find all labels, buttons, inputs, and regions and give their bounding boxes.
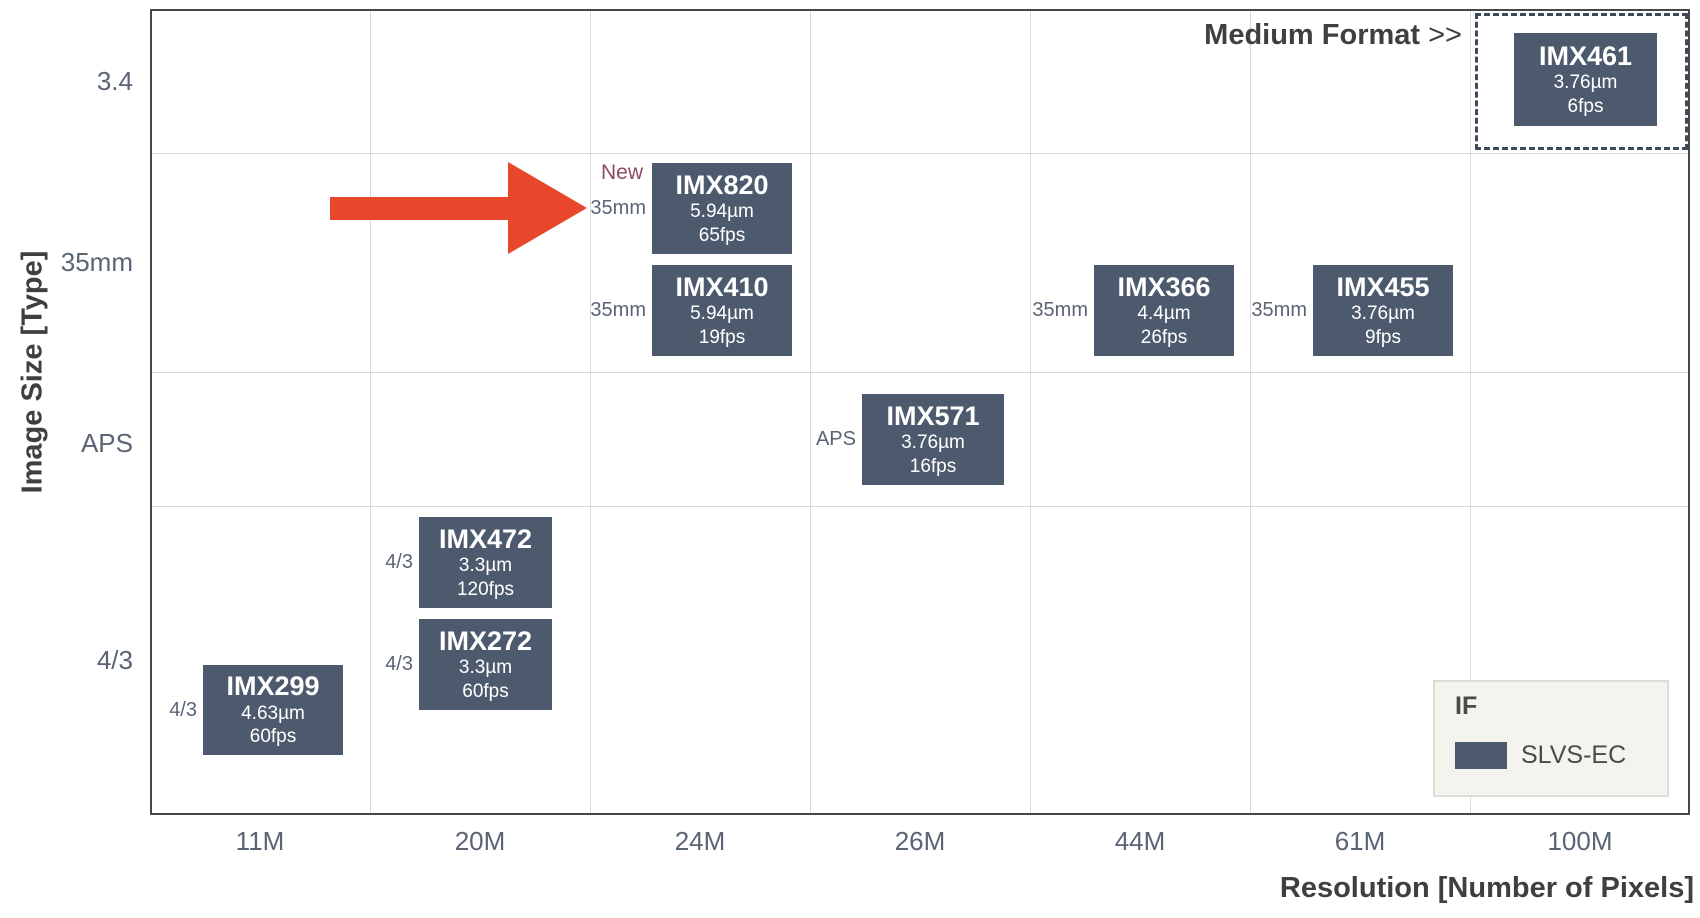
y-tick-35mm: 35mm (60, 247, 133, 277)
sensor-pixel-pitch: 3.76µm (901, 432, 965, 454)
sensor-imx299: 4/3 IMX299 4.63µm 60fps (141, 665, 343, 755)
legend-entry-label: SLVS-EC (1521, 741, 1627, 769)
sensor-model: IMX461 (1538, 40, 1633, 71)
sensor-imx820: 35mm IMX820 5.94µm 65fps (590, 163, 792, 254)
medium-format-dashed-cell (1475, 13, 1688, 150)
sensor-imx472: 4/3 IMX472 3.3µm 120fps (357, 517, 552, 608)
sensor-size-label: 35mm (1032, 299, 1088, 321)
slvs-ec-color-swatch (1455, 742, 1507, 769)
sensor-imx455: 35mm IMX455 3.76µm 9fps (1251, 265, 1453, 356)
sensor-pixel-pitch: 3.76µm (1553, 72, 1618, 94)
double-chevron-right-icon: >> (1428, 19, 1462, 51)
sensor-model: IMX299 (226, 671, 320, 702)
x-tick-20m: 20M (454, 826, 506, 856)
x-tick-26m: 26M (894, 826, 946, 856)
gridline-vertical (1250, 11, 1251, 813)
sensor-frame-rate: 60fps (249, 726, 297, 748)
sensor-pixel-pitch: 3.76µm (1351, 303, 1415, 325)
sensor-chip: IMX472 3.3µm 120fps (419, 517, 552, 608)
sensor-chip: IMX571 3.76µm 16fps (862, 394, 1004, 485)
sensor-imx410: 35mm IMX410 5.94µm 19fps (590, 265, 792, 356)
sensor-frame-rate: 9fps (1365, 326, 1401, 348)
sensor-size-label: 4/3 (169, 698, 197, 721)
sensor-model: IMX472 (438, 523, 533, 554)
sensor-imx571: APS IMX571 3.76µm 16fps (800, 394, 1004, 485)
sensor-chip: IMX410 5.94µm 19fps (652, 265, 792, 356)
y-tick-4-3: 4/3 (96, 645, 133, 675)
sensor-size-label: APS (815, 428, 856, 450)
sensor-imx272: 4/3 IMX272 3.3µm 60fps (357, 619, 552, 710)
x-tick-44m: 44M (1114, 826, 1166, 856)
sensor-frame-rate: 16fps (909, 455, 957, 477)
new-product-arrow (330, 162, 587, 254)
sensor-size-label: 35mm (590, 197, 646, 219)
gridline-vertical (370, 11, 371, 813)
sensor-pixel-pitch: 4.63µm (241, 702, 305, 724)
gridline-vertical (1030, 11, 1031, 813)
x-tick-100m: 100M (1547, 826, 1613, 856)
sensor-model: IMX571 (886, 400, 980, 431)
gridline-horizontal (152, 506, 1688, 507)
sensor-model: IMX272 (438, 625, 533, 656)
sensor-size-label: 35mm (590, 299, 646, 321)
sensor-chip: IMX461 3.76µm 6fps (1514, 33, 1657, 126)
sensor-frame-rate: 26fps (1140, 326, 1188, 348)
sensor-pixel-pitch: 3.3µm (458, 555, 513, 577)
sensor-frame-rate: 19fps (698, 326, 746, 348)
new-badge: New (600, 161, 643, 184)
sensor-pixel-pitch: 3.3µm (458, 657, 513, 679)
sensor-frame-rate: 6fps (1567, 95, 1604, 117)
medium-format-text: Medium Format (1204, 19, 1421, 51)
medium-format-label: Medium Format >> (1204, 19, 1462, 52)
sensor-imx366: 35mm IMX366 4.4µm 26fps (1032, 265, 1234, 356)
gridline-vertical (810, 11, 811, 813)
x-tick-61m: 61M (1334, 826, 1386, 856)
gridline-horizontal (152, 153, 1688, 154)
sensor-chip: IMX820 5.94µm 65fps (652, 163, 792, 254)
sensor-frame-rate: 65fps (698, 224, 746, 246)
sensor-size-label: 4/3 (385, 551, 413, 573)
sensor-model: IMX455 (1336, 271, 1430, 302)
sensor-chip: IMX272 3.3µm 60fps (419, 619, 552, 710)
legend: IF SLVS-EC (1433, 680, 1669, 797)
plot-area: Medium Format >> New IMX461 3.76µm 6fps … (150, 9, 1690, 815)
sensor-frame-rate: 120fps (456, 578, 515, 600)
sensor-chip: IMX366 4.4µm 26fps (1094, 265, 1234, 356)
x-tick-11m: 11M (235, 826, 285, 856)
sensor-pixel-pitch: 5.94µm (690, 201, 754, 223)
sensor-pixel-pitch: 5.94µm (690, 303, 754, 325)
y-tick-3-4: 3.4 (96, 66, 133, 96)
sensor-frame-rate: 60fps (462, 680, 509, 702)
x-axis-title: Resolution [Number of Pixels] (1279, 872, 1694, 904)
sensor-size-label: 35mm (1251, 299, 1307, 321)
sensor-imx461: IMX461 3.76µm 6fps (1452, 33, 1657, 126)
sensor-model: IMX820 (675, 169, 769, 200)
legend-title: IF (1455, 692, 1478, 720)
sensor-chip: IMX299 4.63µm 60fps (203, 665, 343, 755)
x-tick-24m: 24M (674, 826, 726, 856)
gridline-vertical (1470, 11, 1471, 813)
sensor-pixel-pitch: 4.4µm (1137, 303, 1191, 325)
gridline-vertical (590, 11, 591, 813)
y-tick-aps: APS (80, 428, 133, 458)
gridline-horizontal (152, 372, 1688, 373)
sensor-chip: IMX455 3.76µm 9fps (1313, 265, 1453, 356)
sensor-size-label: 4/3 (385, 653, 413, 675)
sensor-model: IMX366 (1117, 271, 1211, 302)
sensor-model: IMX410 (675, 271, 769, 302)
